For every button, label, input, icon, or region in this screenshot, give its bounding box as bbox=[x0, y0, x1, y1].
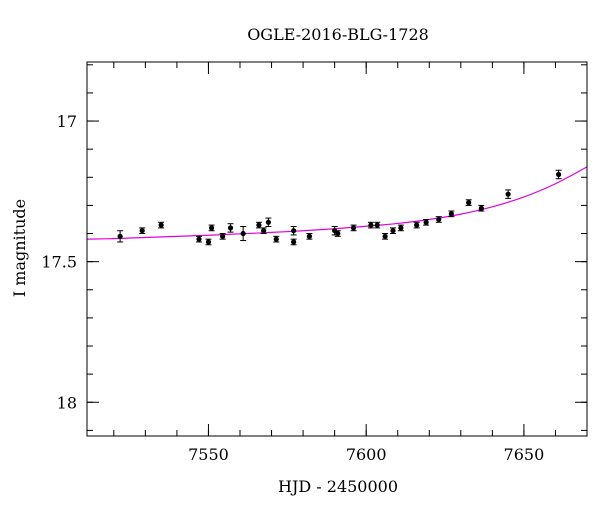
data-point bbox=[240, 226, 247, 242]
data-point bbox=[195, 235, 202, 243]
data-point bbox=[350, 224, 357, 232]
y-tick-labels: 17 17.5 18 bbox=[41, 112, 77, 412]
data-point-marker bbox=[240, 230, 246, 237]
data-point bbox=[260, 227, 267, 235]
data-point bbox=[139, 227, 146, 235]
data-point-marker bbox=[117, 233, 123, 239]
data-point-marker bbox=[374, 222, 380, 228]
data-point-marker bbox=[423, 219, 429, 225]
data-point-marker bbox=[390, 228, 396, 234]
data-point bbox=[208, 224, 215, 232]
data-point-marker bbox=[335, 230, 341, 237]
data-point-marker bbox=[209, 225, 215, 231]
plot-frame bbox=[86, 61, 588, 437]
x-tick-label: 7600 bbox=[346, 445, 387, 464]
data-point bbox=[423, 218, 430, 226]
data-point-marker bbox=[256, 222, 262, 228]
data-point-marker bbox=[466, 200, 472, 206]
data-point-marker bbox=[398, 225, 404, 231]
data-point-marker bbox=[227, 225, 234, 231]
data-point bbox=[382, 233, 389, 240]
minor-ticks bbox=[87, 62, 588, 436]
data-point-marker bbox=[478, 205, 484, 211]
data-point-marker bbox=[436, 216, 442, 223]
data-point bbox=[265, 217, 272, 228]
data-point bbox=[290, 226, 297, 236]
data-point bbox=[227, 223, 234, 233]
data-point bbox=[117, 230, 124, 243]
data-point bbox=[478, 204, 485, 212]
data-point bbox=[219, 233, 226, 240]
x-tick-labels: 7550 7600 7650 bbox=[188, 445, 544, 464]
data-point bbox=[374, 221, 381, 229]
y-tick-label: 17 bbox=[57, 112, 77, 131]
data-point-marker bbox=[556, 171, 562, 178]
data-point bbox=[334, 230, 341, 237]
data-point bbox=[306, 233, 313, 240]
data-point-marker bbox=[196, 236, 202, 242]
data-point-marker bbox=[414, 222, 420, 228]
y-tick-label: 18 bbox=[57, 393, 77, 412]
data-point bbox=[367, 221, 374, 229]
data-points-layer bbox=[117, 169, 562, 246]
data-point-marker bbox=[306, 233, 312, 239]
data-point bbox=[435, 216, 442, 223]
x-axis-label: HJD - 2450000 bbox=[278, 477, 398, 496]
data-point-marker bbox=[273, 236, 279, 242]
data-point-marker bbox=[448, 211, 454, 217]
data-point bbox=[448, 210, 455, 218]
data-point-marker bbox=[382, 233, 388, 239]
y-tick-label: 17.5 bbox=[41, 253, 77, 272]
data-point-marker bbox=[291, 239, 297, 245]
data-point-marker bbox=[139, 228, 145, 234]
data-point-marker bbox=[350, 225, 357, 231]
data-point bbox=[205, 238, 212, 246]
y-axis-label: I magnitude bbox=[10, 199, 29, 297]
x-tick-label: 7650 bbox=[504, 445, 545, 464]
data-point-marker bbox=[205, 239, 212, 245]
data-point bbox=[505, 189, 512, 199]
data-point bbox=[158, 221, 165, 229]
data-point-marker bbox=[220, 233, 226, 239]
data-point bbox=[397, 224, 404, 232]
data-point bbox=[273, 235, 280, 243]
data-point bbox=[413, 221, 420, 229]
x-tick-label: 7550 bbox=[188, 445, 229, 464]
data-point-marker bbox=[505, 191, 511, 197]
data-point bbox=[465, 199, 472, 206]
data-point-marker bbox=[158, 222, 164, 228]
data-point-marker bbox=[291, 228, 297, 234]
chart-title: OGLE-2016-BLG-1728 bbox=[247, 25, 429, 44]
data-point bbox=[389, 227, 396, 235]
data-point bbox=[290, 238, 297, 246]
data-point-marker bbox=[265, 219, 271, 225]
data-point-marker bbox=[261, 228, 267, 234]
major-ticks bbox=[87, 62, 587, 436]
data-point bbox=[555, 169, 562, 180]
data-point-marker bbox=[368, 222, 374, 228]
data-point bbox=[255, 221, 262, 229]
